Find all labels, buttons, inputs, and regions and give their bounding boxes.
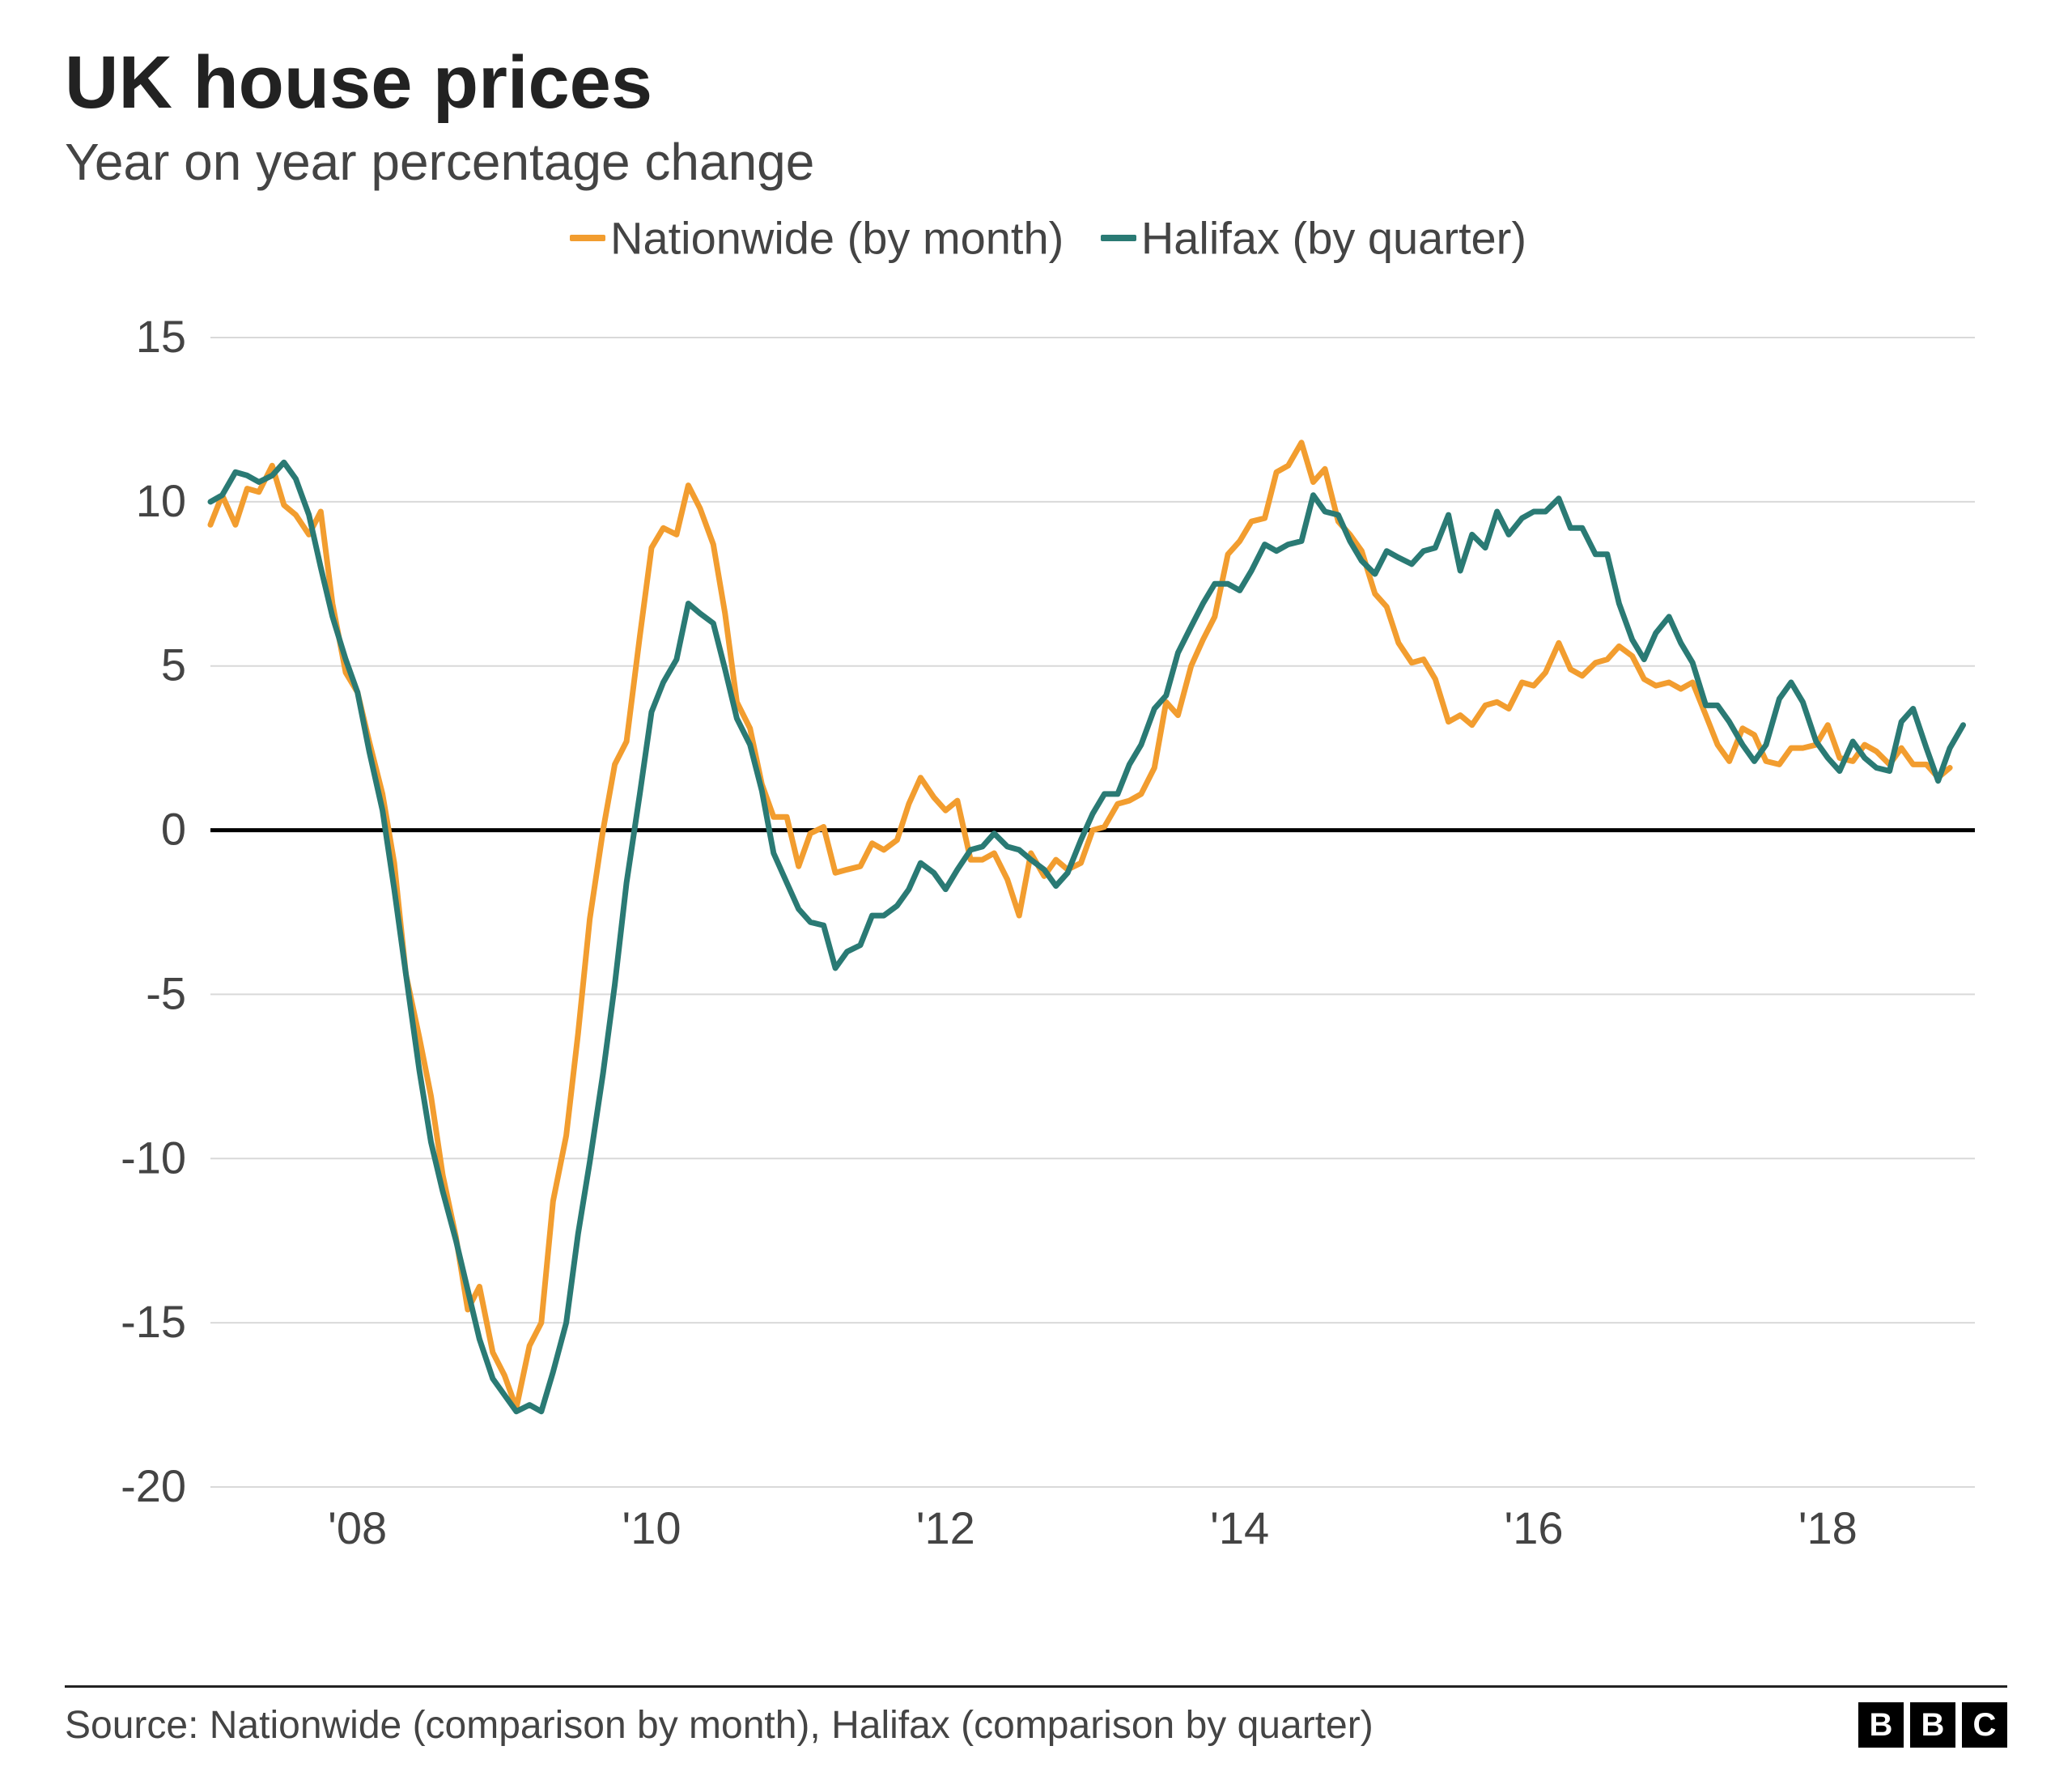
source-text: Source: Nationwide (comparison by month)… [65, 1703, 1374, 1748]
chart-title: UK house prices [65, 40, 2007, 125]
svg-text:-10: -10 [121, 1132, 186, 1183]
svg-text:'08: '08 [328, 1502, 387, 1553]
line-chart: -20 -15 -10 -5 0 5 10 15 '08 '10 '12 '14 '16 '18 [65, 289, 2007, 1584]
legend-label-1: Halifax (by quarter) [1141, 213, 1526, 264]
bbc-logo: B B C [1858, 1702, 2007, 1748]
footer: Source: Nationwide (comparison by month)… [65, 1685, 2007, 1748]
bbc-logo-letter: B [1858, 1702, 1904, 1748]
svg-text:10: 10 [136, 475, 186, 526]
svg-text:0: 0 [161, 803, 186, 854]
legend-swatch-0 [570, 235, 605, 241]
bbc-logo-letter: C [1962, 1702, 2007, 1748]
legend-label-0: Nationwide (by month) [610, 213, 1064, 264]
svg-text:-5: -5 [146, 967, 186, 1018]
chart-container: UK house prices Year on year percentage … [0, 0, 2072, 1780]
svg-text:'18: '18 [1798, 1502, 1858, 1553]
bbc-logo-letter: B [1910, 1702, 1955, 1748]
svg-text:-15: -15 [121, 1296, 186, 1347]
chart-subtitle: Year on year percentage change [65, 132, 2007, 192]
legend: Nationwide (by month) Halifax (by quarte… [65, 208, 2007, 265]
svg-text:'12: '12 [916, 1502, 975, 1553]
svg-text:5: 5 [161, 639, 186, 690]
plot-area: -20 -15 -10 -5 0 5 10 15 '08 '10 '12 '14 '16 '18 [65, 289, 2007, 1588]
legend-swatch-1 [1101, 235, 1136, 241]
svg-text:'10: '10 [622, 1502, 681, 1553]
svg-text:'14: '14 [1210, 1502, 1269, 1553]
svg-text:-20: -20 [121, 1460, 186, 1511]
svg-text:'16: '16 [1505, 1502, 1564, 1553]
svg-text:15: 15 [136, 311, 186, 362]
